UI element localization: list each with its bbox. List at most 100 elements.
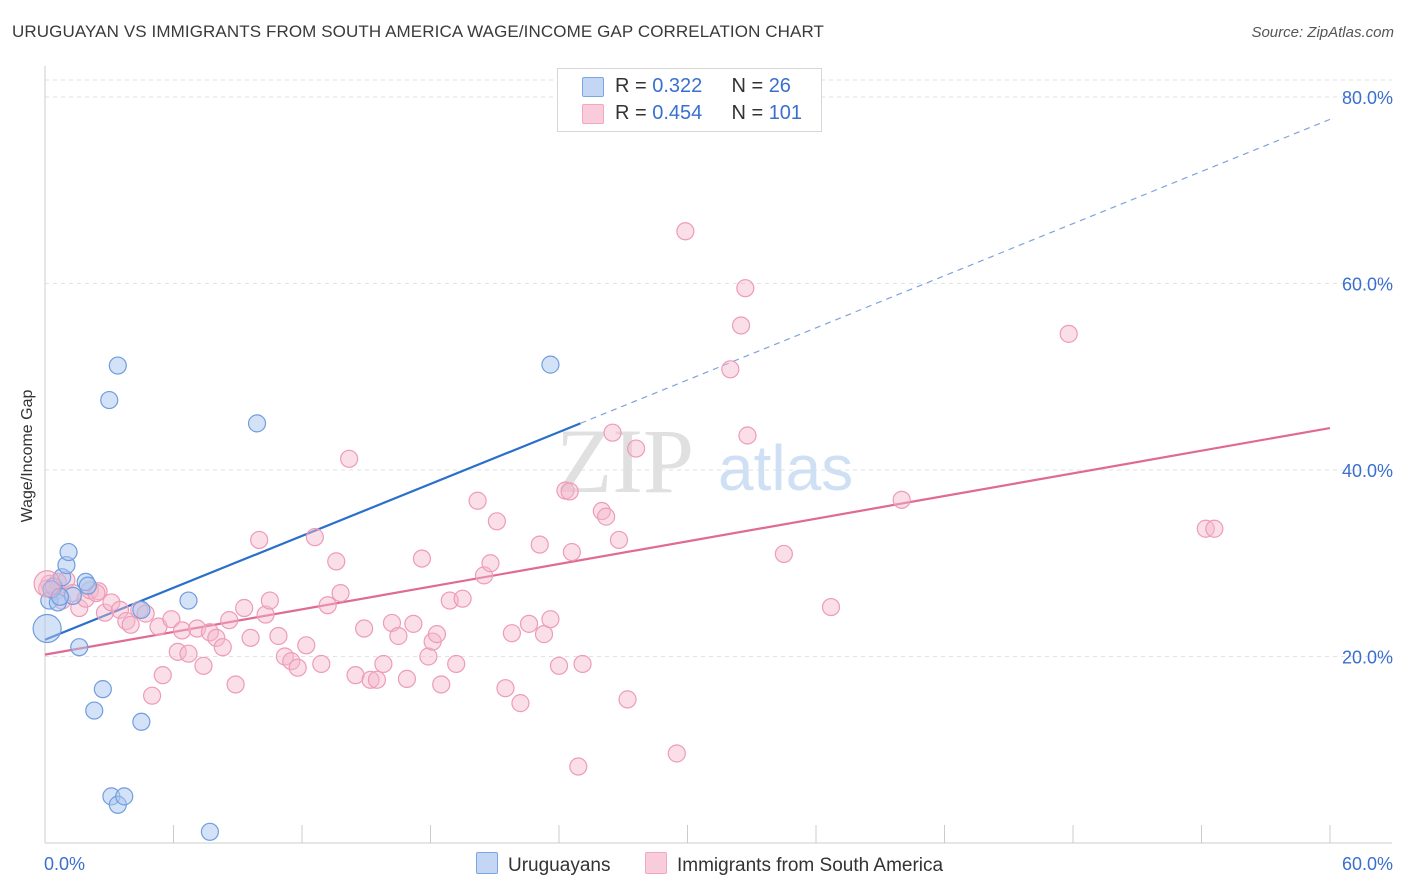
data-point-immigrants (121, 615, 140, 634)
legend-r-value: 0.322 (652, 75, 703, 97)
trend-line-uruguayans-extension (580, 118, 1331, 424)
data-point-immigrants (738, 426, 757, 445)
data-point-immigrants (892, 490, 911, 509)
data-point-immigrants (288, 658, 307, 677)
data-point-uruguayans (541, 355, 560, 374)
data-point-immigrants (427, 625, 447, 644)
watermark-zip: ZIP (556, 410, 694, 512)
data-point-immigrants (282, 652, 301, 671)
data-point-immigrants (530, 535, 549, 554)
data-point-uruguayans (179, 591, 198, 610)
data-point-uruguayans (50, 587, 70, 606)
data-point-uruguayans (32, 613, 62, 644)
source-label: Source: ZipAtlas.com (1251, 24, 1394, 41)
data-point-immigrants (269, 626, 288, 646)
data-point-immigrants (110, 600, 130, 619)
data-point-immigrants (609, 530, 629, 550)
data-point-immigrants (355, 619, 374, 638)
legend-text-blue: R = 0.322 N = 26 (615, 75, 791, 98)
tick-labels: 20.0% 40.0% 60.0% 80.0% 0.0% 60.0% (44, 88, 1393, 874)
x-tick-label: 60.0% (1342, 854, 1393, 874)
legend-swatch-immigrants (645, 852, 667, 874)
data-point-immigrants (412, 549, 432, 568)
legend-n-label: N = (731, 102, 769, 124)
data-point-immigrants (305, 528, 324, 547)
trend-line-immigrants (44, 426, 1331, 656)
legend-label-uruguayans: Uruguayans (508, 855, 611, 876)
legend-r-label: R = (615, 102, 653, 124)
legend-swatch-uruguayans (476, 852, 498, 874)
data-point-immigrants (374, 654, 393, 674)
data-point-immigrants (618, 690, 637, 709)
data-point-immigrants (397, 669, 417, 688)
data-point-uruguayans (85, 701, 104, 720)
data-point-immigrants (367, 670, 387, 689)
y-tick-label: 80.0% (1342, 88, 1393, 108)
y-tick-label: 20.0% (1342, 648, 1393, 668)
data-point-immigrants (468, 491, 487, 510)
legend-item-uruguayans: Uruguayans (476, 852, 610, 877)
data-point-immigrants (626, 439, 646, 458)
legend-swatch-pink (582, 104, 604, 124)
data-point-immigrants (519, 614, 539, 633)
data-point-uruguayans (247, 414, 267, 433)
data-point-immigrants (213, 638, 232, 657)
data-point-immigrants (235, 598, 254, 618)
legend-n-value: 101 (768, 102, 803, 124)
data-point-immigrants (821, 597, 841, 617)
data-point-immigrants (172, 621, 192, 640)
data-point-immigrants (774, 544, 793, 564)
data-point-immigrants (404, 614, 423, 633)
data-point-immigrants (549, 656, 569, 675)
data-point-immigrants (573, 654, 592, 674)
data-point-immigrants (562, 542, 581, 562)
data-point-immigrants (481, 554, 500, 573)
data-point-immigrants (33, 570, 61, 598)
correlation-legend: R = 0.322 N = 26 R = 0.454 N = 101 (557, 68, 822, 132)
data-point-immigrants (142, 686, 162, 705)
watermark: ZIP atlas (556, 410, 853, 512)
data-point-immigrants (676, 222, 695, 241)
data-point-immigrants (318, 596, 337, 615)
data-point-immigrants (419, 647, 438, 666)
data-point-uruguayans (132, 712, 151, 731)
data-point-immigrants (331, 583, 350, 603)
legend-label-immigrants: Immigrants from South America (677, 855, 944, 876)
data-point-immigrants (226, 675, 245, 694)
data-point-immigrants (560, 482, 579, 501)
data-point-uruguayans (70, 638, 89, 657)
data-point-immigrants (597, 507, 616, 526)
x-tick-label: 0.0% (44, 854, 85, 874)
data-point-uruguayans (115, 787, 134, 806)
data-point-immigrants (327, 552, 346, 571)
legend-item-immigrants: Immigrants from South America (645, 852, 943, 877)
y-tick-label: 60.0% (1342, 275, 1393, 295)
data-point-immigrants (250, 530, 269, 550)
data-point-immigrants (721, 360, 740, 379)
data-point-immigrants (220, 611, 239, 630)
data-points (32, 222, 1224, 841)
gridlines (45, 79, 1392, 657)
data-point-immigrants (603, 423, 622, 442)
data-point-uruguayans (93, 680, 112, 699)
chart-title: URUGUAYAN VS IMMIGRANTS FROM SOUTH AMERI… (12, 22, 825, 41)
data-point-immigrants (502, 624, 521, 643)
data-point-immigrants (194, 656, 213, 675)
legend-swatch-blue (582, 77, 604, 97)
data-point-uruguayans (59, 542, 78, 562)
data-point-immigrants (667, 744, 686, 763)
data-point-immigrants (312, 654, 331, 674)
data-point-immigrants (569, 757, 588, 776)
data-point-immigrants (432, 675, 451, 694)
legend-n-label: N = (731, 75, 769, 97)
data-point-immigrants (1205, 519, 1224, 538)
data-point-immigrants (241, 628, 260, 647)
legend-r-value: 0.454 (652, 102, 703, 124)
data-point-uruguayans (78, 576, 97, 595)
data-point-immigrants (1059, 324, 1078, 343)
data-point-immigrants (389, 626, 408, 646)
data-point-immigrants (256, 605, 275, 624)
y-tick-label: 40.0% (1342, 461, 1393, 481)
axes (44, 66, 1392, 844)
